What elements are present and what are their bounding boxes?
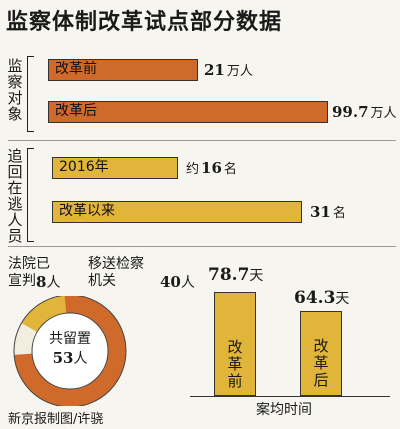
column-after-value: 64.3天 (294, 288, 350, 308)
column-before-bar: 改革前 (214, 292, 256, 396)
donut-inner-outline (31, 312, 109, 390)
donut-center-value: 53人 (52, 349, 88, 368)
bar-group2-2016-label: 2016年 (59, 159, 109, 175)
bar-group2-since: 改革以来 (52, 201, 302, 223)
donut-seg-court (21, 296, 67, 333)
group2-bracket (27, 148, 34, 242)
donut-outer-outline (13, 296, 127, 406)
bar-group2-2016-value: 约 16 名 (186, 159, 237, 177)
group2-label: 追回在逃人员 (7, 147, 23, 245)
donut-seg1-value: 8人 (36, 273, 61, 292)
divider-1 (8, 140, 396, 141)
column-before-value: 78.7天 (208, 265, 264, 285)
donut-seg2-value: 40人 (160, 273, 195, 292)
bar-group1-after: 改革后 (48, 101, 328, 123)
chart-title: 监察体制改革试点部分数据 (6, 10, 283, 35)
donut-seg-procuratorate (14, 296, 126, 406)
donut-seg1-label: 法院已宣判 (8, 256, 50, 289)
bar-group1-before-label: 改革前 (55, 61, 97, 77)
bar-group1-before: 改革前 (48, 59, 198, 81)
column-baseline (190, 396, 390, 397)
bar-group2-since-value: 31 名 (310, 203, 346, 221)
group1-bracket (27, 56, 34, 132)
bar-group2-2016: 2016年 (52, 157, 178, 179)
column-before-label: 改革前 (227, 338, 243, 390)
column-xlabel: 案均时间 (256, 402, 312, 418)
credit: 新京报制图/许骁 (8, 412, 104, 427)
bar-group1-before-value: 21 万人 (204, 61, 253, 79)
donut-chart (13, 296, 127, 406)
bar-group2-since-label: 改革以来 (59, 203, 115, 219)
donut-center-line1: 共留置 (49, 331, 91, 347)
divider-2 (8, 246, 396, 247)
column-after-bar: 改革后 (300, 311, 342, 396)
group1-label: 监察对象 (7, 57, 23, 123)
bar-group1-after-label: 改革后 (55, 103, 97, 119)
bar-group1-after-value: 99.7 万人 (332, 103, 397, 121)
column-after-label: 改革后 (313, 337, 329, 389)
donut-seg2-label: 移送检察机关 (88, 256, 144, 289)
